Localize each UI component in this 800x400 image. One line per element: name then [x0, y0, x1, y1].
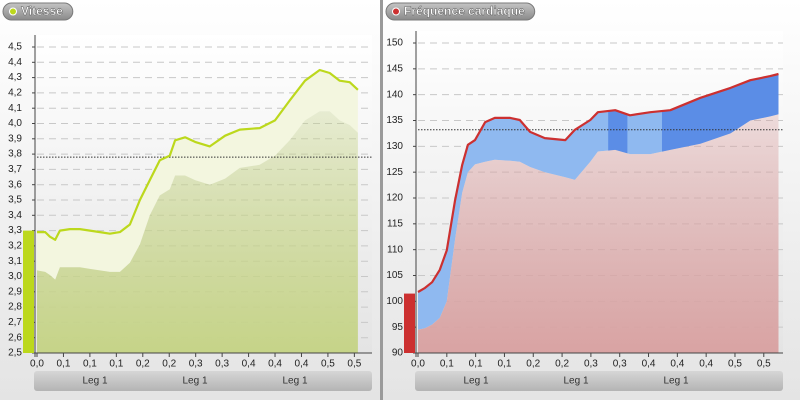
y-tick-label: 2,7 — [8, 317, 22, 328]
y-tick-label: 130 — [386, 141, 403, 152]
y-tick-label: 4,0 — [8, 118, 22, 129]
y-tick-label: 150 — [386, 38, 403, 49]
y-tick-label: 4,1 — [8, 103, 22, 114]
y-tick-label: 140 — [386, 89, 403, 100]
leg-label: Leg 1 — [282, 376, 307, 387]
range-band — [37, 70, 358, 280]
x-tick-label: 0,3 — [584, 359, 598, 370]
x-tick-label: 0,2 — [136, 359, 150, 370]
y-tick-label: 4,4 — [8, 57, 22, 68]
y-tick-label: 110 — [387, 244, 403, 255]
x-tick-label: 0,5 — [757, 359, 771, 370]
x-tick-label: 0,2 — [526, 359, 540, 370]
y-tick-label: 3,6 — [8, 179, 22, 190]
y-tick-label: 3,2 — [8, 241, 22, 252]
y-tick-label: 135 — [386, 115, 403, 126]
axis-marker — [23, 230, 34, 353]
x-tick-label: 0,1 — [83, 359, 97, 370]
x-tick-label: 0,4 — [642, 359, 656, 370]
y-tick-label: 95 — [392, 322, 404, 333]
y-tick-label: 120 — [386, 193, 403, 204]
axis-marker — [404, 293, 415, 353]
x-tick-label: 0,4 — [670, 359, 684, 370]
x-tick-label: 0,1 — [497, 359, 511, 370]
x-tick-label: 0,0 — [30, 359, 44, 370]
y-tick-label: 145 — [386, 63, 403, 74]
leg-label: Leg 1 — [82, 376, 107, 387]
leg-label: Leg 1 — [463, 376, 488, 387]
x-tick-label: 0,0 — [411, 359, 425, 370]
y-tick-label: 4,3 — [8, 72, 22, 83]
legs-bar — [415, 371, 783, 391]
header-title: Fréquence cardiaque — [404, 4, 525, 18]
lower-area — [37, 111, 358, 353]
x-tick-label: 0,1 — [56, 359, 70, 370]
x-tick-label: 0,5 — [347, 359, 361, 370]
x-tick-label: 0,1 — [440, 359, 454, 370]
y-tick-label: 125 — [386, 167, 403, 178]
y-tick-label: 2,5 — [8, 348, 22, 359]
legs-bar — [34, 371, 372, 391]
y-tick-label: 3,1 — [8, 256, 22, 267]
header-title: Vitesse — [21, 4, 63, 18]
header-tab — [385, 2, 536, 21]
y-tick-label: 2,8 — [8, 302, 22, 313]
header-dot — [9, 7, 17, 16]
x-tick-label: 0,4 — [295, 359, 309, 370]
header-dot — [392, 7, 400, 16]
y-tick-label: 3,0 — [8, 271, 22, 282]
x-tick-label: 0,4 — [268, 359, 282, 370]
x-tick-label: 0,5 — [728, 359, 742, 370]
x-tick-label: 0,3 — [189, 359, 203, 370]
y-tick-label: 2,9 — [8, 286, 22, 297]
y-tick-label: 3,7 — [8, 164, 22, 175]
y-tick-label: 2,6 — [8, 332, 22, 343]
x-tick-label: 0,1 — [109, 359, 123, 370]
highlight-band — [608, 74, 779, 330]
leg-label: Leg 1 — [563, 376, 588, 387]
x-tick-label: 0,2 — [555, 359, 569, 370]
x-tick-label: 0,1 — [469, 359, 483, 370]
y-tick-label: 3,8 — [8, 149, 22, 160]
y-tick-label: 3,4 — [8, 210, 22, 221]
y-tick-label: 3,5 — [8, 195, 22, 206]
y-tick-label: 4,5 — [8, 42, 22, 53]
y-tick-label: 3,3 — [8, 225, 22, 236]
header-tab — [2, 2, 74, 21]
upper-line — [37, 68, 359, 241]
upper-line — [417, 72, 779, 293]
y-tick-label: 105 — [386, 270, 403, 281]
y-tick-label: 4,2 — [8, 88, 22, 99]
x-tick-label: 0,4 — [242, 359, 256, 370]
x-tick-label: 0,2 — [162, 359, 176, 370]
panel-divider — [380, 0, 383, 400]
y-tick-label: 100 — [386, 296, 403, 307]
leg-label: Leg 1 — [182, 376, 207, 387]
x-tick-label: 0,5 — [321, 359, 335, 370]
x-tick-label: 0,3 — [215, 359, 229, 370]
leg-label: Leg 1 — [663, 376, 688, 387]
lower-area — [418, 114, 779, 353]
y-tick-label: 115 — [387, 218, 403, 229]
x-tick-label: 0,3 — [613, 359, 627, 370]
y-tick-label: 3,9 — [8, 133, 22, 144]
y-tick-label: 90 — [392, 348, 404, 359]
x-tick-label: 0,4 — [699, 359, 713, 370]
